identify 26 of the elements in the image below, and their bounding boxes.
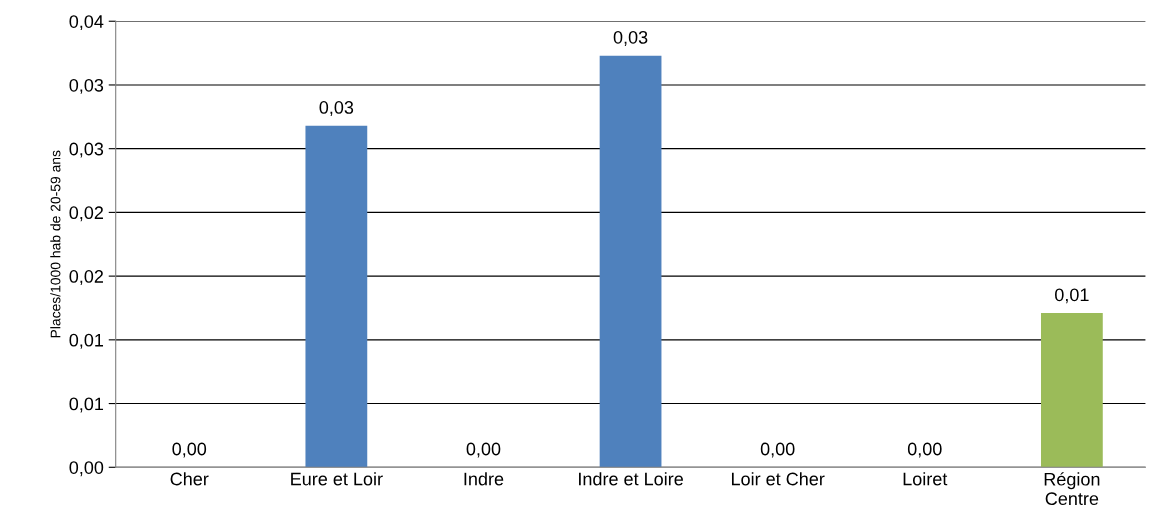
data-label: 0,00 [907, 442, 942, 458]
y-tick-label: 0,02 [69, 206, 103, 222]
y-tick-label: 0,00 [69, 461, 104, 477]
y-tick-label: 0,01 [69, 397, 104, 413]
bar [305, 125, 368, 468]
data-label: 0,00 [760, 442, 795, 458]
data-label: 0,01 [1055, 288, 1089, 304]
bar [599, 55, 662, 468]
y-tick-label: 0,02 [69, 270, 103, 285]
y-axis-title: Places/1000 hab de 20-59 ans [50, 150, 61, 338]
data-label: 0,00 [172, 442, 207, 458]
bar [1040, 313, 1103, 468]
x-tick-label: Indre et Loire [579, 472, 683, 486]
y-tick-label: 0,01 [69, 333, 104, 349]
data-label: 0,00 [466, 442, 501, 458]
data-label: 0,03 [613, 30, 648, 46]
x-tick-label: Cher [170, 472, 209, 486]
x-tick-label: Loir et Cher [731, 472, 825, 486]
data-label: 0,03 [319, 101, 354, 116]
x-tick-label: Loiret [903, 472, 948, 486]
y-tick-label: 0,04 [69, 15, 104, 31]
x-tick-label: Région Centre [1044, 472, 1100, 506]
x-tick-label: Eure et Loir [291, 472, 383, 486]
x-tick-label: Indre [464, 472, 504, 486]
y-tick-label: 0,03 [69, 78, 104, 94]
y-tick-label: 0,03 [69, 142, 104, 158]
